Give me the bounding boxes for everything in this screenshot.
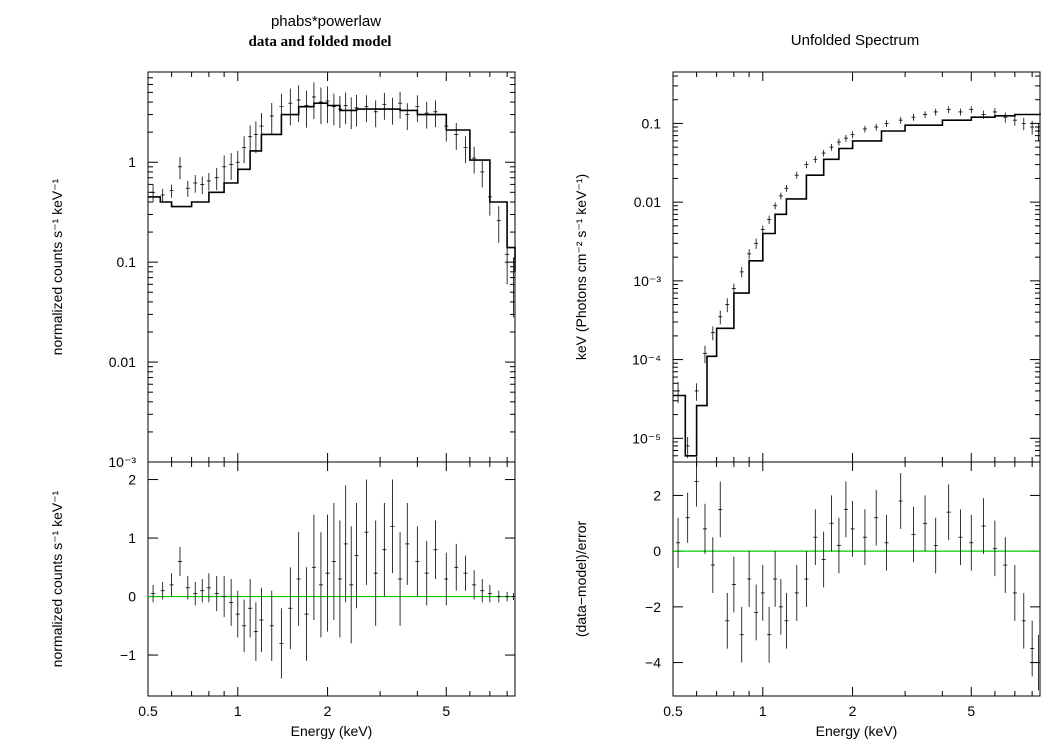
model-line: [148, 102, 516, 272]
right-bottom-frame: [672, 461, 1041, 697]
x-tick-label: 0.5: [663, 703, 683, 719]
y-tick-label: −4: [645, 655, 661, 671]
x-tick-label: 2: [849, 703, 857, 719]
x-tick-label: 1: [759, 703, 767, 719]
y-tick-label: 2: [653, 487, 661, 503]
left-title: phabs*powerlaw: [271, 13, 381, 30]
y-tick-label: 0: [653, 543, 661, 559]
x-tick-label: 0.5: [138, 703, 158, 719]
x-tick-label: 5: [967, 703, 975, 719]
right-bottom-panel: 2 0 −2 −4 0.5 1 2 5 Energy (keV) (data−model)/err…: [573, 461, 1041, 739]
x-tick-label: 1: [234, 703, 242, 719]
x-tick-label: 2: [324, 703, 332, 719]
y-tick-label: −2: [645, 599, 661, 615]
left-bottom-panel: 2 1 0 −1 0.5 1 2 5 Energy (keV) normalized counts…: [49, 461, 516, 739]
y-axis-label: normalized counts s⁻¹ keV⁻¹: [49, 490, 65, 667]
y-tick-label: 0.01: [634, 194, 661, 210]
y-tick-label: 1: [128, 154, 136, 170]
y-tick-label: 0: [128, 589, 136, 605]
y-axis-label: normalized counts s⁻¹ keV⁻¹: [49, 178, 65, 355]
right-top-frame: [672, 71, 1041, 463]
x-axis-label: Energy (keV): [291, 723, 373, 739]
model-line: [673, 113, 1041, 457]
y-tick-label: 0.1: [117, 254, 137, 270]
y-tick-label: 10⁻⁵: [632, 430, 661, 446]
x-tick-label: 5: [442, 703, 450, 719]
y-axis-label: keV (Photons cm⁻² s⁻¹ keV⁻¹): [573, 174, 589, 360]
y-tick-label: 0.1: [642, 115, 662, 131]
right-title: Unfolded Spectrum: [791, 32, 919, 49]
y-tick-label: 10⁻⁴: [632, 352, 661, 368]
y-tick-label: 0.01: [109, 354, 136, 370]
right-top-panel: 0.1 0.01 10⁻³ 10⁻⁴ 10⁻⁵ keV (Photons cm⁻² s⁻¹…: [573, 71, 1041, 463]
y-tick-label: 2: [128, 472, 136, 488]
y-tick-label: 10⁻³: [633, 273, 661, 289]
y-axis-label: (data−model)/error: [573, 520, 589, 637]
left-subtitle: data and folded model: [249, 34, 392, 50]
y-tick-label: 1: [128, 530, 136, 546]
y-tick-label: −1: [120, 647, 136, 663]
left-bottom-frame: [147, 461, 516, 697]
y-tick-label: 10⁻³: [108, 454, 136, 470]
x-axis-label: Energy (keV): [816, 723, 898, 739]
left-top-panel: 1 0.1 0.01 10⁻³ normalized counts s⁻¹ keV⁻¹: [49, 71, 516, 470]
